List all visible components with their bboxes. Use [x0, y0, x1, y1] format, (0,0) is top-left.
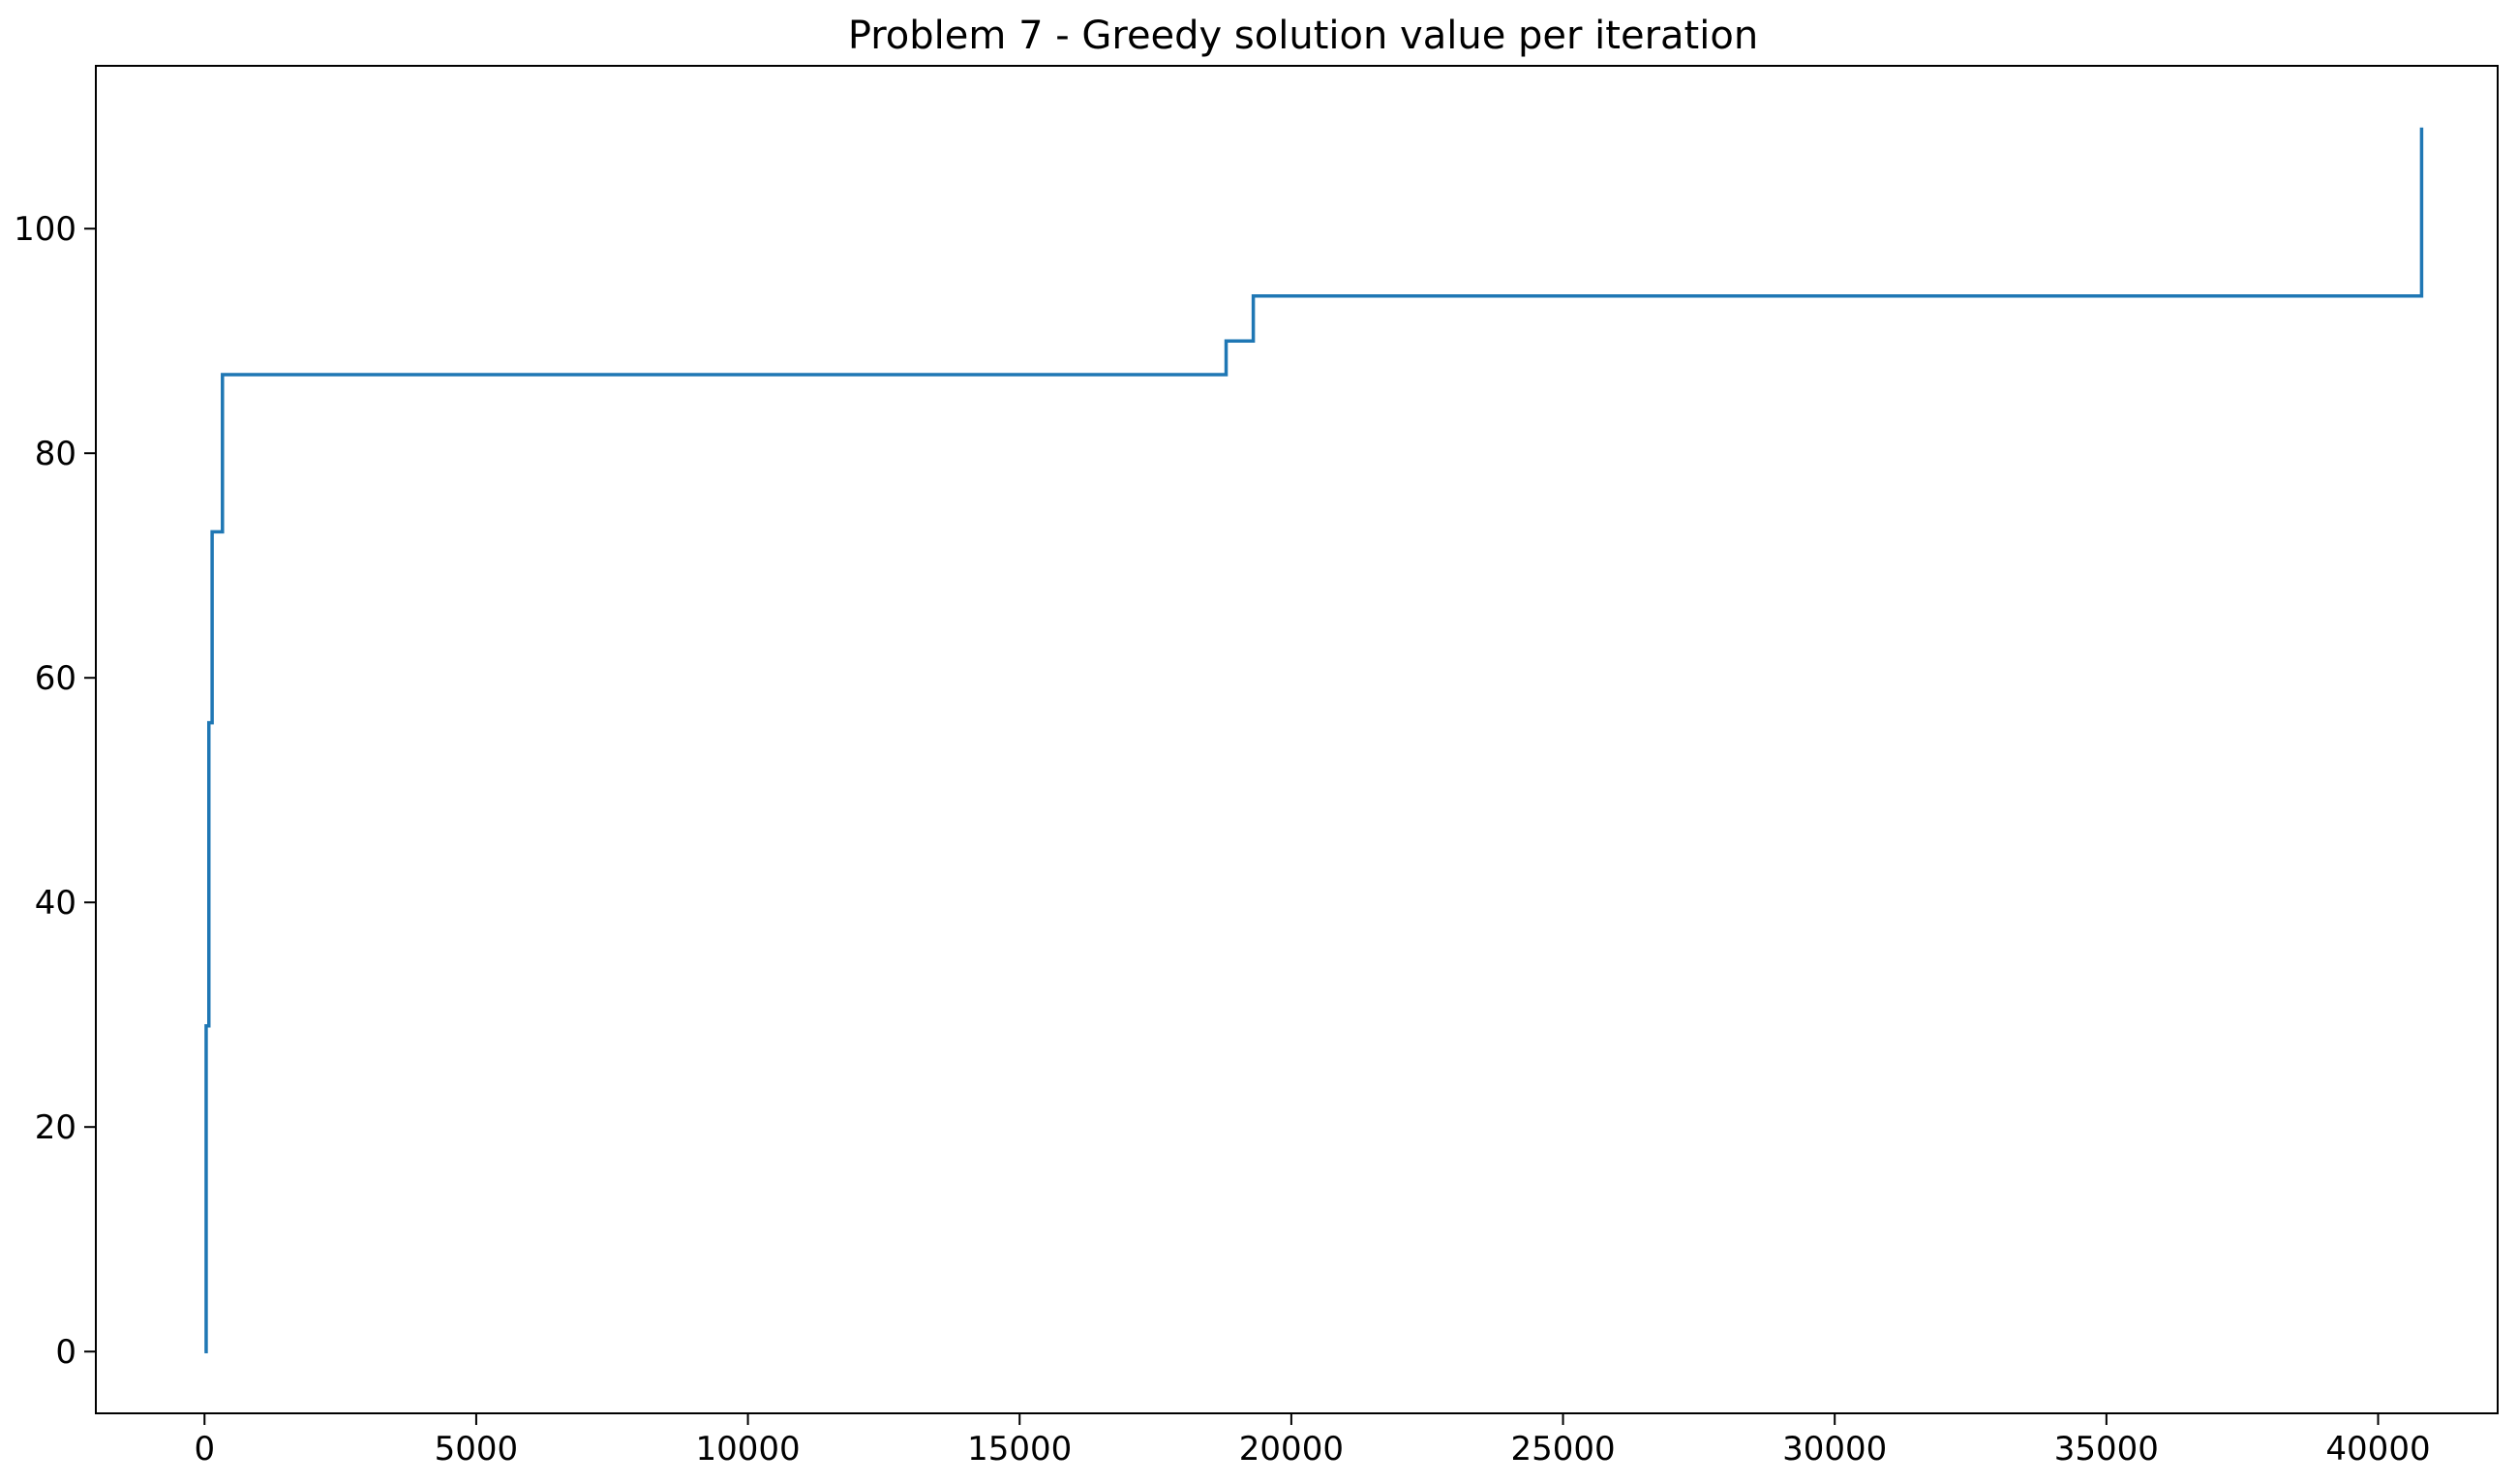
series-line: [204, 127, 2424, 1353]
x-tick-label: 25000: [1510, 1430, 1615, 1469]
x-tick-label: 30000: [1782, 1430, 1887, 1469]
x-tick-label: 15000: [967, 1430, 1072, 1469]
plot-area: [204, 127, 2424, 1353]
y-axis: 0 20 40 60 80 100: [14, 210, 96, 1372]
axes-frame: [95, 65, 2499, 1414]
x-tick-label: 10000: [695, 1430, 800, 1469]
x-tick-label: 0: [194, 1430, 215, 1469]
y-tick-label: 100: [14, 210, 76, 249]
x-tick-label: 20000: [1239, 1430, 1344, 1469]
x-tick-label: 5000: [435, 1430, 519, 1469]
y-tick-label: 80: [35, 435, 76, 473]
x-tick-label: 40000: [2325, 1430, 2430, 1469]
x-tick-label: 35000: [2054, 1430, 2159, 1469]
y-tick-label: 20: [35, 1108, 76, 1147]
chart-title: Problem 7 - Greedy solution value per it…: [848, 14, 1758, 58]
y-tick-label: 60: [35, 659, 76, 698]
y-tick-label: 40: [35, 884, 76, 923]
y-tick-label: 0: [55, 1333, 76, 1372]
x-axis: 0 5000 10000 15000 20000 25000 30000 35000 40000: [194, 1413, 2431, 1469]
